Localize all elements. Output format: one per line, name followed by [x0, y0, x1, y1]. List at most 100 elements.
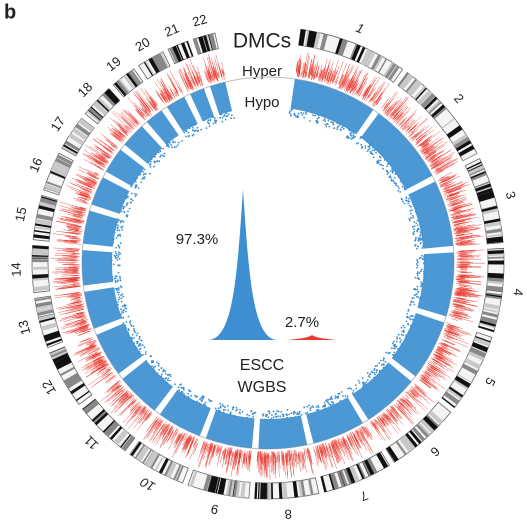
hyper-mark — [223, 449, 227, 460]
hyper-mark — [174, 428, 179, 436]
hyper-mark — [453, 221, 459, 224]
hyper-mark — [422, 152, 430, 157]
hypo-dot — [181, 140, 184, 142]
hyper-mark — [397, 402, 412, 418]
hypo-dot — [389, 170, 392, 173]
ideogram-band — [215, 477, 221, 494]
hypo-dot — [324, 118, 326, 120]
hyper-mark — [216, 446, 220, 457]
hypo-dot — [419, 231, 422, 234]
hyper-mark — [391, 404, 397, 411]
hyper-mark — [344, 78, 349, 89]
hyper-mark — [353, 436, 360, 449]
hyper-mark — [415, 134, 423, 141]
hypo-dot — [154, 161, 156, 164]
hypo-dot — [194, 394, 196, 397]
hyper-mark — [55, 286, 80, 290]
hypo-dot — [183, 388, 185, 391]
hyper-mark — [455, 213, 476, 220]
hypo-dot — [198, 402, 201, 404]
hyper-mark — [167, 427, 172, 436]
hyper-mark — [409, 389, 417, 397]
hyper-mark — [66, 292, 80, 295]
hyper-mark — [111, 383, 118, 389]
hyper-mark — [131, 117, 139, 125]
hypo-dot — [403, 202, 406, 205]
hyper-mark — [121, 394, 127, 400]
hypo-dot — [152, 368, 155, 371]
hyper-mark — [185, 72, 194, 90]
hyper-mark — [76, 312, 83, 315]
hyper-mark — [329, 74, 333, 82]
hyper-mark — [72, 283, 79, 285]
hyper-mark — [222, 450, 225, 456]
ideogram-band — [34, 229, 51, 234]
ideogram-band — [155, 53, 168, 70]
hyper-mark — [62, 231, 79, 235]
hyper-mark — [414, 386, 435, 403]
hypo-dot — [421, 254, 423, 257]
hyper-mark — [425, 371, 432, 377]
hyper-mark — [348, 433, 354, 443]
hypo-dot — [382, 164, 384, 167]
hyper-mark — [140, 111, 145, 117]
hyper-mark — [334, 79, 337, 84]
hyper-mark — [442, 176, 455, 183]
hyper-mark — [398, 400, 413, 415]
hypo-dot — [116, 218, 119, 221]
hyper-mark — [285, 452, 289, 476]
hyper-mark — [122, 109, 138, 126]
hyper-mark — [455, 223, 460, 226]
ideogram-band — [474, 337, 491, 345]
hyper-mark — [118, 134, 126, 141]
hypo-dot — [412, 297, 415, 299]
hyper-mark — [307, 58, 313, 77]
hyper-mark — [427, 151, 433, 156]
hyper-mark — [65, 219, 81, 223]
hyper-mark — [365, 429, 371, 436]
hyper-mark — [356, 81, 365, 96]
hyper-mark — [440, 174, 457, 183]
hyper-mark — [307, 447, 309, 453]
ideogram-band — [233, 480, 238, 497]
hypo-dot — [418, 272, 421, 275]
hyper-mark — [80, 200, 88, 203]
hyper-mark — [287, 450, 289, 457]
hypo-dot — [190, 394, 193, 397]
hyper-mark — [286, 452, 289, 466]
hyper-mark — [247, 454, 250, 470]
hyper-mark — [107, 389, 123, 403]
hypo-dot — [402, 324, 405, 327]
hyper-mark — [100, 386, 119, 402]
ideogram-band — [487, 256, 504, 259]
hyper-mark — [76, 315, 87, 319]
hypo-dot — [330, 401, 333, 404]
hyper-mark — [452, 214, 461, 217]
chromosome-label: 12 — [39, 378, 59, 398]
hypo-track — [190, 88, 215, 122]
hyper-mark — [106, 368, 111, 372]
hyper-mark — [122, 109, 138, 125]
hyper-mark — [180, 74, 189, 93]
hyper-mark — [401, 108, 418, 126]
hyper-mark — [118, 394, 132, 409]
hyper-mark — [331, 444, 336, 455]
hyper-mark — [431, 157, 441, 164]
hypo-dot — [371, 149, 374, 152]
hyper-mark — [78, 340, 91, 347]
hypo-dot — [386, 163, 389, 166]
hyper-mark — [372, 422, 378, 430]
hyper-mark — [424, 374, 436, 383]
hypo-dot — [111, 276, 114, 279]
hyper-mark — [129, 402, 139, 412]
hyper-mark — [217, 72, 220, 78]
ideogram-band — [75, 123, 91, 137]
hyper-mark — [173, 83, 178, 92]
hypo-dot — [421, 284, 424, 286]
hyper-mark — [128, 410, 144, 430]
hyper-mark — [113, 130, 123, 139]
ideogram-band — [121, 435, 135, 451]
hyper-mark — [458, 235, 484, 240]
hyper-mark — [311, 64, 314, 76]
hyper-mark — [449, 193, 454, 196]
